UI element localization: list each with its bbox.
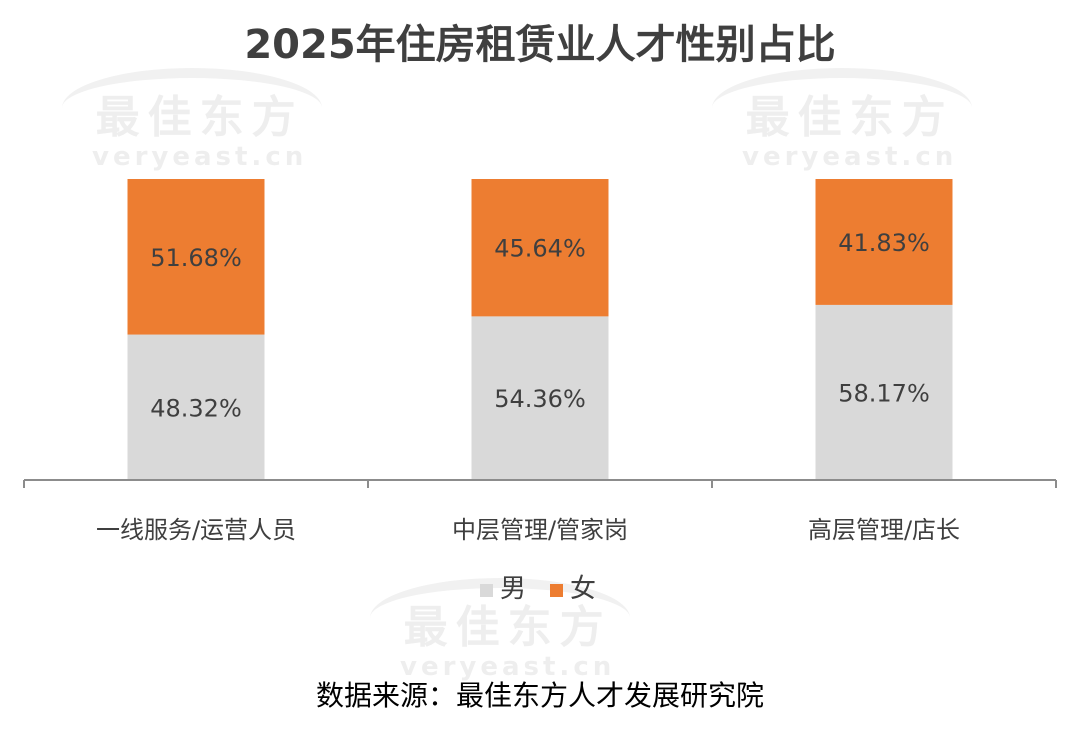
data-source: 数据来源：最佳东方人才发展研究院 [315, 679, 764, 712]
bar-female-1 [127, 179, 265, 335]
watermark-subtext: veryeast.cn [742, 142, 958, 172]
legend-label-male: 男 [500, 574, 526, 604]
data-label: 51.68% [150, 244, 242, 272]
bar-male-3 [815, 304, 953, 480]
legend-label-female: 女 [570, 574, 596, 604]
chart-title: 2025年住房租赁业人才性别占比 [244, 22, 836, 68]
legend-swatch-male [480, 584, 493, 597]
bar-female-2 [471, 179, 609, 317]
watermark-arc [62, 68, 322, 148]
data-label: 45.64% [494, 235, 586, 263]
data-label: 58.17% [838, 379, 930, 407]
bar-male-2 [471, 316, 609, 480]
data-label: 48.32% [150, 394, 242, 422]
watermark-subtext: veryeast.cn [400, 652, 616, 682]
category-label: 一线服务/运营人员 [96, 516, 296, 544]
watermark-arc [370, 578, 630, 658]
watermark-subtext: veryeast.cn [92, 142, 308, 172]
data-label: 41.83% [838, 229, 930, 257]
legend-swatch-female [550, 584, 563, 597]
data-label: 54.36% [494, 385, 586, 413]
watermark-logo: 最佳东方 veryeast.cn [62, 68, 322, 172]
watermark-logo: 最佳东方 veryeast.cn [712, 68, 972, 172]
bar-female-3 [815, 179, 953, 305]
watermark-logo: 最佳东方 veryeast.cn [370, 578, 630, 682]
bar-male-1 [127, 334, 265, 480]
watermark-arc [712, 68, 972, 148]
category-label: 中层管理/管家岗 [452, 516, 628, 544]
category-label: 高层管理/店长 [808, 516, 960, 544]
